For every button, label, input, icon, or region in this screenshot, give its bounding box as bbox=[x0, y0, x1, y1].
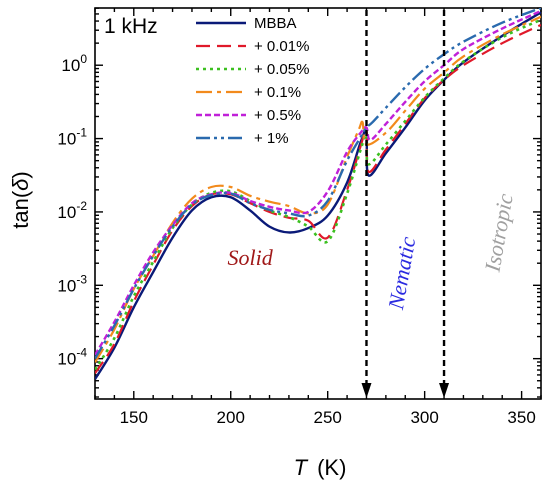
legend-label-1: + 0.01% bbox=[254, 38, 309, 55]
y-axis-prefix: tan( bbox=[8, 190, 33, 229]
x-tick-label: 150 bbox=[120, 408, 148, 427]
phase-label-2: Isotropic bbox=[479, 192, 517, 275]
series-line-1 bbox=[95, 23, 541, 374]
series-line-4 bbox=[95, 9, 541, 356]
transition-arrow-0 bbox=[361, 383, 372, 398]
x-tick-label: 200 bbox=[217, 408, 245, 427]
y-tick-label: 100 bbox=[61, 52, 87, 75]
y-tick-label: 10-1 bbox=[57, 126, 87, 149]
legend-label-4: + 0.5% bbox=[254, 107, 301, 124]
x-axis-title: T (K) bbox=[294, 455, 347, 480]
series-layer bbox=[95, 8, 541, 380]
y-axis-suffix: ) bbox=[8, 171, 33, 178]
plot-frame bbox=[94, 7, 542, 400]
frequency-label: 1 kHz bbox=[104, 15, 158, 38]
y-axis: 10-4 10-3 10-2 10-1 100 bbox=[57, 7, 541, 398]
series-line-2 bbox=[95, 18, 541, 371]
legend-label-0: MBBA bbox=[254, 15, 297, 32]
legend: MBBA + 0.01% + 0.05% + 0.1% + 0.5% + 1% bbox=[196, 15, 309, 147]
plot-area bbox=[94, 7, 542, 400]
x-axis: 150 200 250 300 350 bbox=[94, 8, 542, 427]
phase-label-0: Solid bbox=[228, 245, 274, 270]
x-tick-label: 350 bbox=[507, 408, 535, 427]
y-tick-label: 10-3 bbox=[57, 272, 87, 295]
y-axis-title: tan(δ) bbox=[8, 171, 33, 228]
phase-label-1: Nematic bbox=[383, 234, 421, 312]
series-line-0 bbox=[95, 11, 541, 380]
y-axis-symbol: δ bbox=[8, 178, 33, 191]
legend-label-5: + 1% bbox=[254, 130, 289, 147]
x-axis-symbol: T bbox=[294, 455, 309, 480]
series-line-5 bbox=[95, 8, 541, 360]
y-tick-label: 10-2 bbox=[57, 199, 87, 222]
series-line-3 bbox=[95, 15, 541, 363]
y-tick-label: 10-4 bbox=[57, 346, 87, 369]
legend-label-3: + 0.1% bbox=[254, 84, 301, 101]
x-tick-label: 250 bbox=[314, 408, 342, 427]
legend-label-2: + 0.05% bbox=[254, 61, 309, 78]
x-tick-label: 300 bbox=[410, 408, 438, 427]
transition-arrow-1 bbox=[439, 383, 450, 398]
transition-markers bbox=[361, 10, 450, 398]
x-axis-unit: (K) bbox=[317, 455, 346, 480]
